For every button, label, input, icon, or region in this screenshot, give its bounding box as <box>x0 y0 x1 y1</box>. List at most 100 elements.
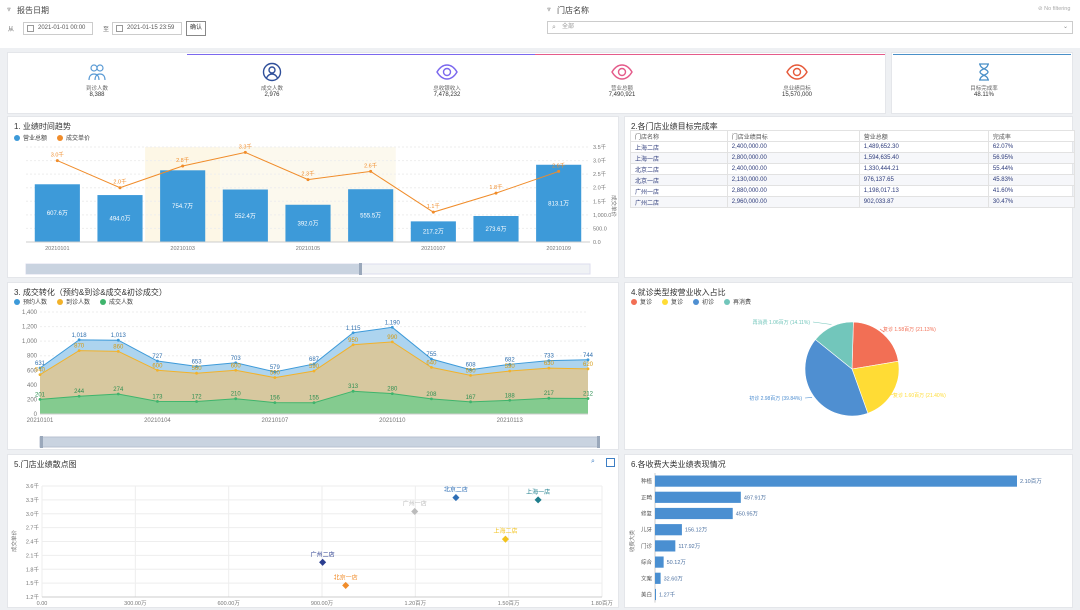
series-point[interactable] <box>116 338 120 342</box>
table-row[interactable]: 上海二店 2,400,000.00 1,489,652.30 62.07% <box>630 141 1076 153</box>
bar[interactable] <box>160 170 206 242</box>
series-point[interactable] <box>195 365 198 368</box>
legend-item[interactable]: 到诊人数 <box>57 297 90 306</box>
line-point[interactable] <box>243 150 247 154</box>
scatter-point[interactable] <box>501 535 509 543</box>
legend-item[interactable]: 成交人数 <box>100 297 133 306</box>
legend-item[interactable]: 复诊 <box>631 297 652 306</box>
series-point[interactable] <box>273 376 277 379</box>
series-point[interactable] <box>351 389 355 393</box>
series-point[interactable] <box>234 397 238 401</box>
bar[interactable] <box>655 475 1017 487</box>
column-header[interactable]: 营业总额 <box>858 130 989 142</box>
bar[interactable] <box>410 221 456 242</box>
series-point[interactable] <box>430 365 433 369</box>
scatter-point[interactable] <box>534 496 542 504</box>
series-point[interactable] <box>351 331 355 335</box>
end-date-input[interactable]: 2021-01-15 23:59 <box>112 22 182 35</box>
bar[interactable] <box>536 164 582 242</box>
series-point[interactable] <box>351 343 355 347</box>
series-point[interactable] <box>547 366 551 370</box>
series-point[interactable] <box>430 357 433 361</box>
legend-item[interactable]: 再消费 <box>724 297 751 306</box>
legend-item[interactable]: 营业总额 <box>14 133 47 142</box>
column-header[interactable]: 门店业绩目标 <box>726 130 860 142</box>
range-slider-handle[interactable] <box>40 436 43 448</box>
line-point[interactable] <box>557 169 561 173</box>
store-select[interactable]: ⌕ 全部 ⌄ <box>547 21 1073 34</box>
line-point[interactable] <box>181 164 185 168</box>
table-row[interactable]: 广州一店 2,880,000.00 1,198,017.13 41.60% <box>630 185 1076 197</box>
bar[interactable] <box>34 184 80 242</box>
series-point[interactable] <box>469 368 472 372</box>
scatter-point[interactable] <box>342 581 350 589</box>
series-point[interactable] <box>273 401 277 405</box>
bar[interactable] <box>655 491 741 503</box>
series-point[interactable] <box>390 392 394 395</box>
confirm-button[interactable]: 确认 <box>186 21 206 36</box>
line-point[interactable] <box>494 191 498 195</box>
series-point[interactable] <box>116 392 120 396</box>
line-point[interactable] <box>55 159 59 163</box>
series-point[interactable] <box>234 361 238 365</box>
range-slider-handle[interactable] <box>597 436 600 448</box>
table-row[interactable]: 北京一店 2,130,000.00 976,137.65 45.83% <box>630 174 1076 186</box>
line-point[interactable] <box>306 178 310 182</box>
pie-slice[interactable] <box>814 321 854 370</box>
bar[interactable] <box>222 189 268 242</box>
series-point[interactable] <box>156 359 159 363</box>
range-slider-window[interactable] <box>39 436 599 448</box>
legend-item[interactable]: 复诊 <box>662 297 683 306</box>
series-point[interactable] <box>508 369 512 373</box>
series-point[interactable] <box>195 371 198 375</box>
pie-slice[interactable] <box>851 360 900 414</box>
scatter-point[interactable] <box>411 507 419 515</box>
series-point[interactable] <box>586 358 590 362</box>
series-point[interactable] <box>312 401 316 405</box>
bar[interactable] <box>655 556 664 568</box>
bar[interactable] <box>473 216 519 242</box>
series-point[interactable] <box>234 368 238 372</box>
series-point[interactable] <box>312 369 316 373</box>
bar[interactable] <box>285 204 331 242</box>
series-point[interactable] <box>586 397 590 400</box>
series-point[interactable] <box>390 340 394 344</box>
bar[interactable] <box>348 189 394 242</box>
legend-item[interactable]: 成交单价 <box>57 133 90 142</box>
series-point[interactable] <box>586 367 590 371</box>
column-header[interactable]: 完成率 <box>987 130 1076 142</box>
series-point[interactable] <box>273 370 277 374</box>
series-point[interactable] <box>38 397 42 401</box>
table-row[interactable]: 广州二店 2,960,000.00 902,033.87 30.47% <box>630 196 1076 208</box>
legend-item[interactable]: 初诊 <box>693 297 714 306</box>
series-point[interactable] <box>547 396 551 400</box>
series-point[interactable] <box>195 400 198 403</box>
line-point[interactable] <box>431 210 435 214</box>
range-slider-handle[interactable] <box>359 263 362 275</box>
series-point[interactable] <box>156 368 159 372</box>
series-point[interactable] <box>38 373 42 377</box>
series-point[interactable] <box>38 366 42 370</box>
legend-item[interactable]: 预约人数 <box>14 297 47 306</box>
series-point[interactable] <box>77 349 81 353</box>
series-point[interactable] <box>116 349 120 353</box>
line-point[interactable] <box>369 169 373 173</box>
series-point[interactable] <box>469 400 472 404</box>
series-point[interactable] <box>77 338 81 342</box>
bar[interactable] <box>655 507 733 520</box>
series-point[interactable] <box>156 399 159 403</box>
series-point[interactable] <box>508 362 512 366</box>
scatter-point[interactable] <box>452 494 460 502</box>
pie-slice[interactable] <box>851 321 899 370</box>
series-point[interactable] <box>547 359 551 362</box>
bar[interactable] <box>97 195 143 242</box>
bar[interactable] <box>655 540 676 552</box>
table-row[interactable]: 上海一店 2,800,000.00 1,594,635.40 56.95% <box>630 152 1076 164</box>
bar[interactable] <box>655 524 682 536</box>
start-date-input[interactable]: 2021-01-01 00:00 <box>23 22 93 35</box>
series-point[interactable] <box>77 394 81 398</box>
zoom-icon[interactable]: ⌕ <box>591 458 595 465</box>
series-point[interactable] <box>508 398 512 402</box>
bar[interactable] <box>655 588 656 601</box>
series-point[interactable] <box>469 373 472 377</box>
